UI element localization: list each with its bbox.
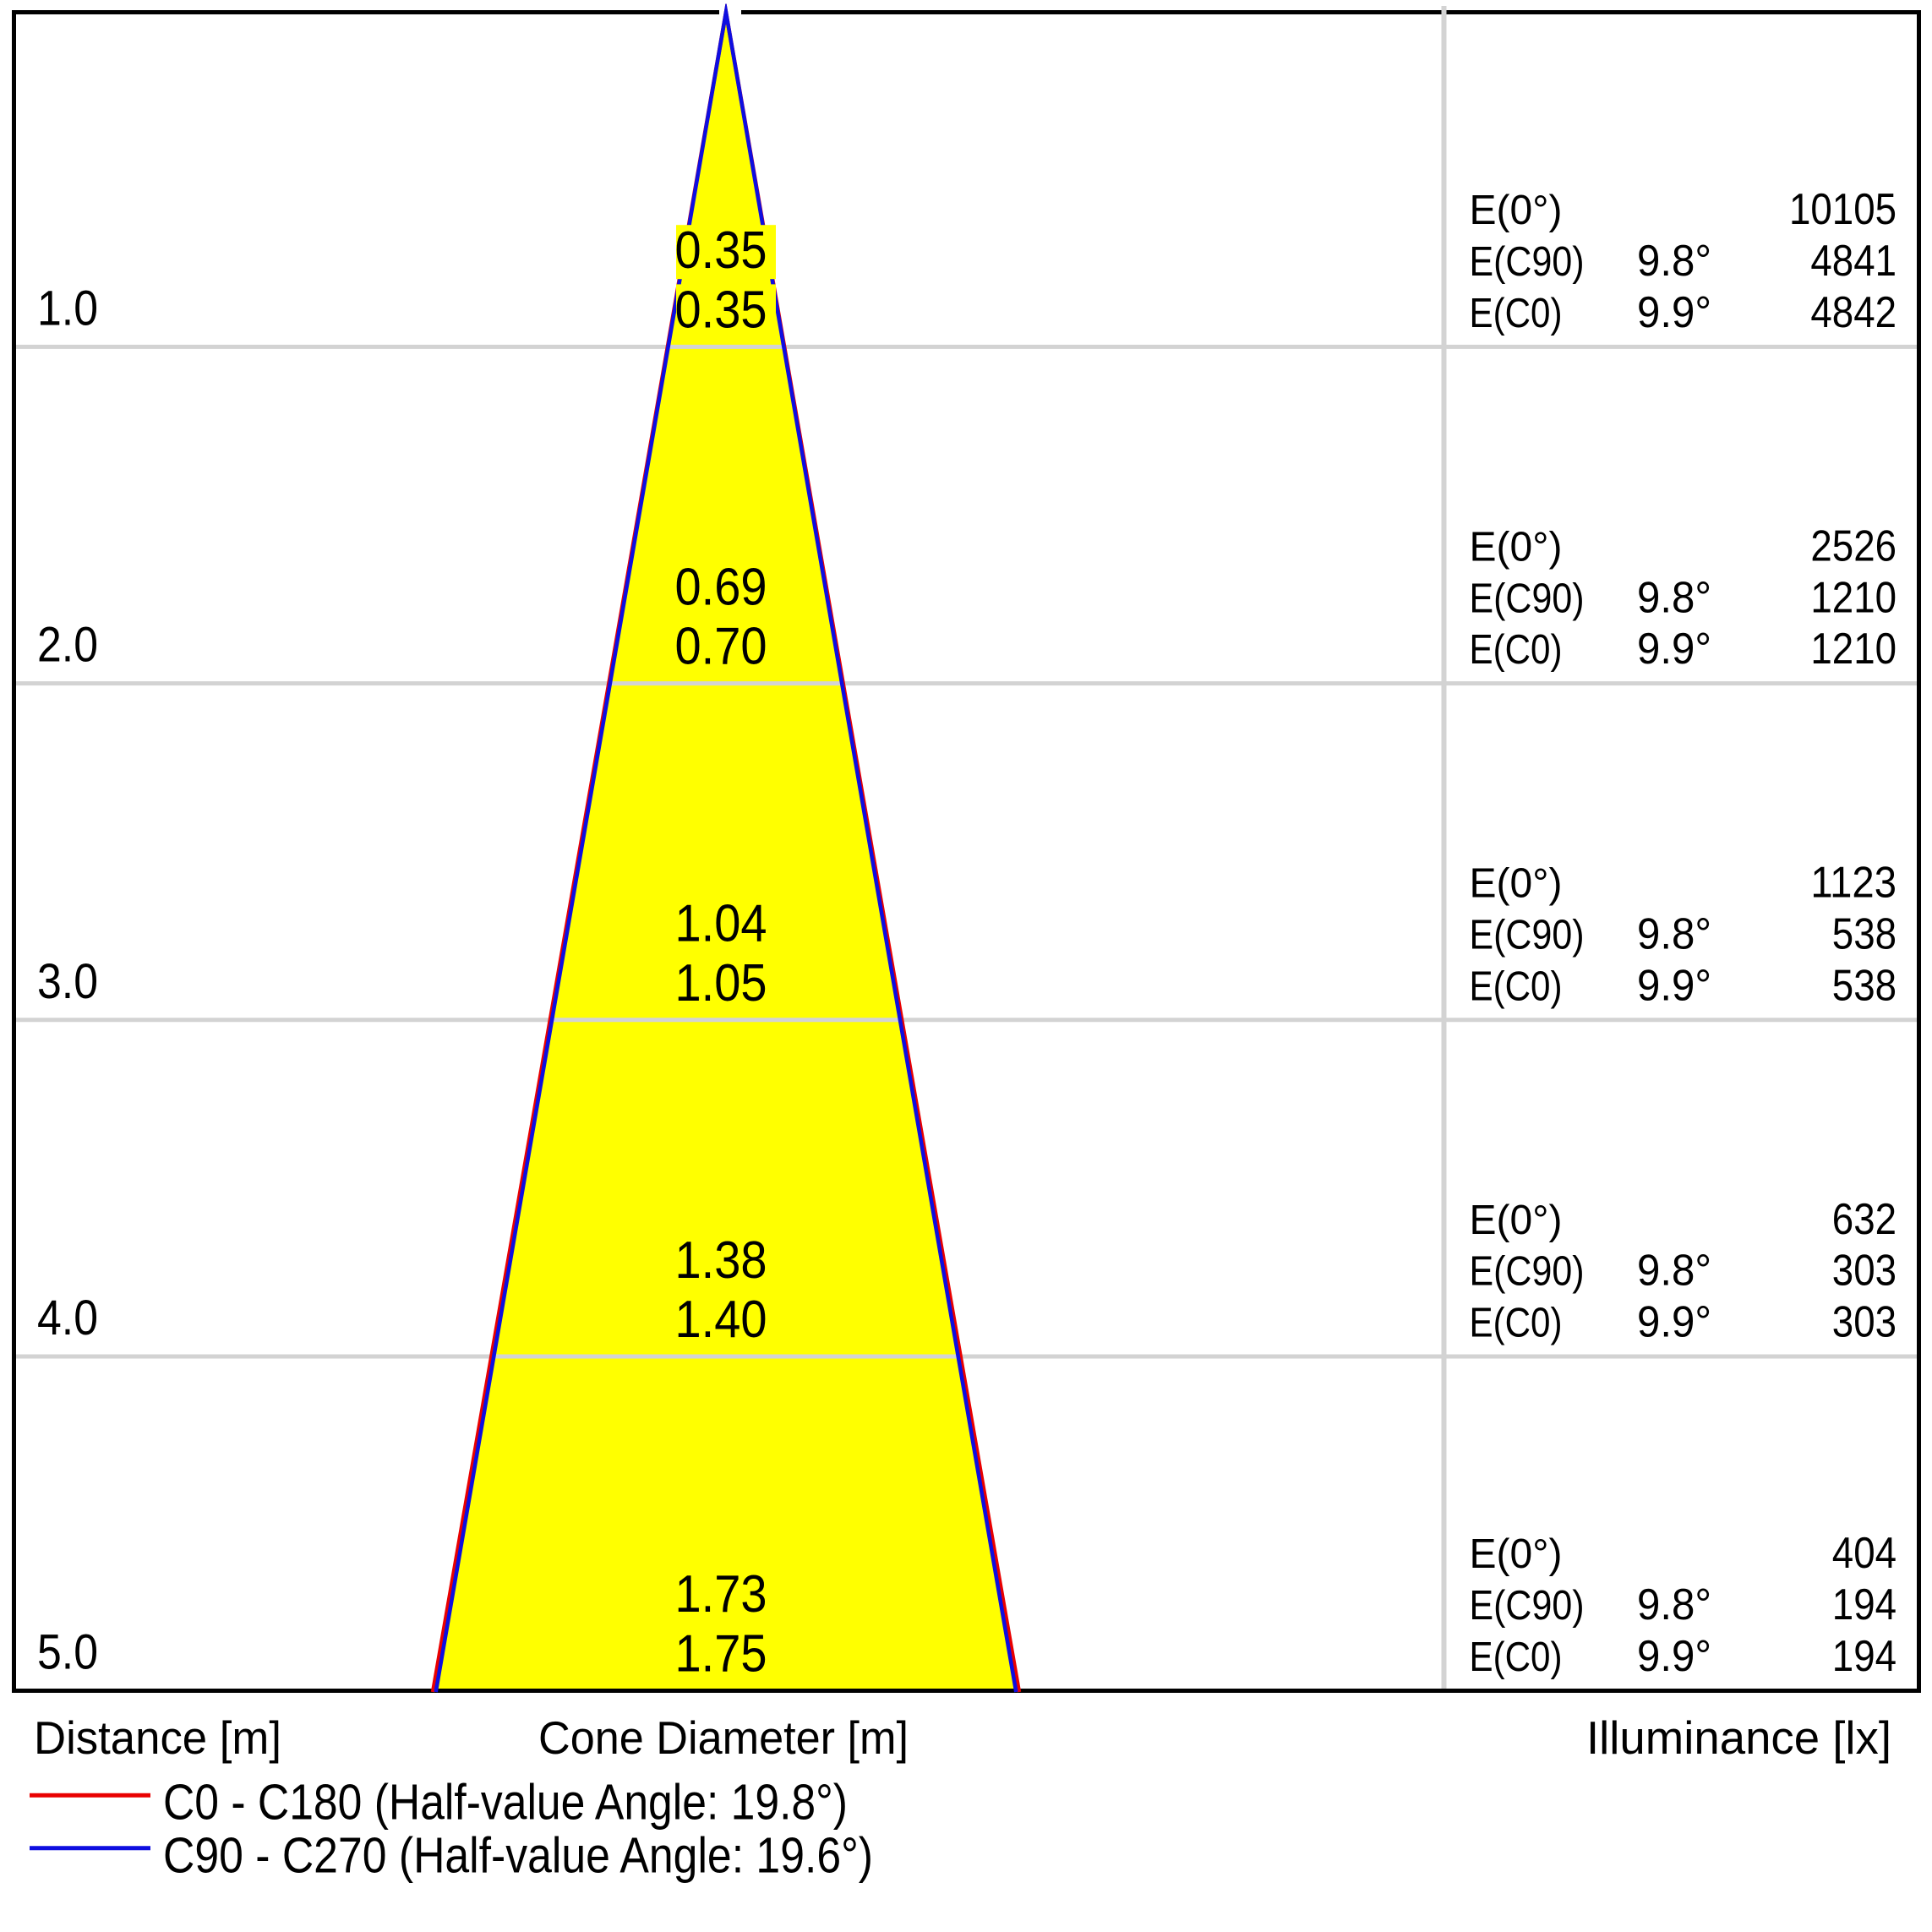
svg-text:404: 404 [1832,1529,1897,1578]
svg-text:9.9°: 9.9° [1637,288,1711,337]
svg-text:2.0: 2.0 [37,618,98,673]
svg-text:9.8°: 9.8° [1637,1247,1711,1296]
svg-text:Cone Diameter [m]: Cone Diameter [m] [538,1711,909,1764]
svg-text:3.0: 3.0 [37,954,98,1009]
svg-text:9.8°: 9.8° [1637,1580,1711,1629]
svg-text:4.0: 4.0 [37,1291,98,1345]
svg-text:E(C90): E(C90) [1470,1249,1585,1295]
svg-text:E(0°): E(0°) [1470,1531,1563,1577]
svg-text:E(0°): E(0°) [1470,861,1563,907]
svg-text:E(C0): E(C0) [1470,1301,1563,1346]
svg-text:9.9°: 9.9° [1637,961,1711,1010]
svg-text:E(C0): E(C0) [1470,627,1563,673]
svg-text:0.35: 0.35 [675,221,767,280]
svg-text:194: 194 [1832,1632,1897,1681]
svg-text:E(C90): E(C90) [1470,913,1585,958]
svg-text:E(C90): E(C90) [1470,239,1585,285]
svg-text:1210: 1210 [1810,573,1897,622]
svg-text:9.8°: 9.8° [1637,910,1711,959]
svg-text:0.70: 0.70 [675,618,767,676]
svg-text:1210: 1210 [1810,625,1897,674]
svg-text:E(0°): E(0°) [1470,524,1563,570]
svg-text:C0 - C180 (Half-value Angle: 1: C0 - C180 (Half-value Angle: 19.8°) [163,1775,848,1831]
svg-text:E(C0): E(C0) [1470,291,1563,336]
svg-text:538: 538 [1832,910,1897,959]
svg-text:1123: 1123 [1810,859,1897,908]
svg-text:Illuminance [lx]: Illuminance [lx] [1586,1711,1891,1764]
svg-text:9.9°: 9.9° [1637,625,1711,674]
svg-text:4842: 4842 [1810,288,1897,337]
svg-text:538: 538 [1832,961,1897,1010]
svg-text:2526: 2526 [1810,521,1897,570]
svg-text:4841: 4841 [1810,237,1897,286]
svg-text:0.35: 0.35 [675,281,767,339]
svg-text:E(C90): E(C90) [1470,1583,1585,1629]
svg-text:Distance [m]: Distance [m] [34,1711,281,1764]
svg-text:1.75: 1.75 [675,1624,767,1683]
svg-text:9.9°: 9.9° [1637,1632,1711,1681]
svg-text:1.04: 1.04 [675,895,767,953]
svg-text:5.0: 5.0 [37,1624,98,1679]
svg-text:303: 303 [1832,1247,1897,1296]
svg-text:9.8°: 9.8° [1637,573,1711,622]
svg-text:10105: 10105 [1789,185,1897,234]
svg-text:1.0: 1.0 [37,281,98,336]
svg-text:1.40: 1.40 [675,1291,767,1349]
svg-text:1.73: 1.73 [675,1565,767,1624]
svg-text:1.05: 1.05 [675,954,767,1012]
svg-text:E(C90): E(C90) [1470,576,1585,621]
svg-text:632: 632 [1832,1195,1897,1244]
svg-text:0.69: 0.69 [675,558,767,616]
svg-text:E(C0): E(C0) [1470,963,1563,1009]
svg-text:E(C0): E(C0) [1470,1635,1563,1680]
svg-text:E(0°): E(0°) [1470,188,1563,233]
svg-text:194: 194 [1832,1580,1897,1629]
svg-text:C90 - C270 (Half-value Angle:: C90 - C270 (Half-value Angle: 19.6°) [163,1828,873,1884]
svg-text:9.9°: 9.9° [1637,1298,1711,1347]
svg-text:9.8°: 9.8° [1637,237,1711,286]
svg-text:E(0°): E(0°) [1470,1198,1563,1243]
svg-text:303: 303 [1832,1298,1897,1347]
svg-text:1.38: 1.38 [675,1231,767,1290]
